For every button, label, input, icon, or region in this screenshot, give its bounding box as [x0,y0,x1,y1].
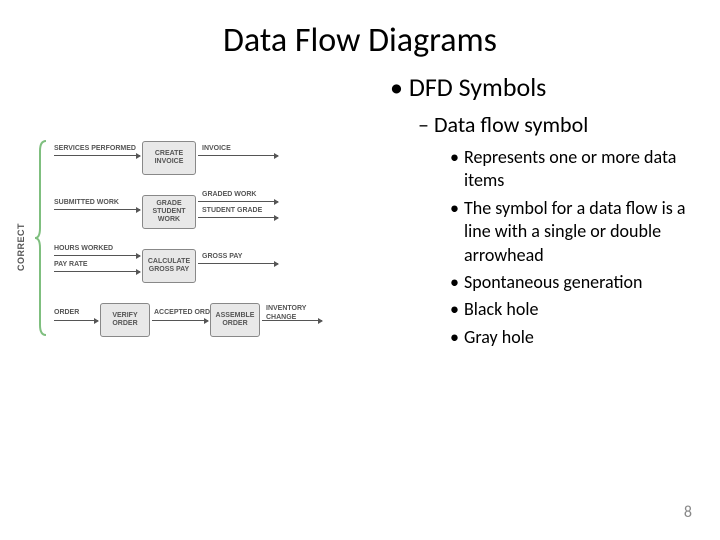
flow-label: GROSS PAY [202,253,242,260]
arrow-icon [54,155,140,156]
h3-text: Data flow symbol [434,111,588,138]
flow-label: INVENTORY [266,305,306,312]
process-box: GRADE STUDENT WORK [142,195,196,229]
arrow-icon [198,155,278,156]
bracket-label: CORRECT [16,223,26,271]
flow-label: INVOICE [202,145,231,152]
flow-label: GRADED WORK [202,191,256,198]
bullet-item: Spontaneous generation [450,271,700,294]
heading-level-2: • DFD Symbols [390,71,700,103]
text-column: • DFD Symbols – Data flow symbol Represe… [380,71,700,353]
flow-label: ORDER [54,309,79,316]
arrow-icon [54,320,98,321]
bullet-item: Black hole [450,298,700,321]
flow-label: PAY RATE [54,261,88,268]
arrow-icon [262,320,322,321]
arrow-icon [198,217,278,218]
h2-text: DFD Symbols [409,71,547,103]
arrow-icon [54,271,140,272]
process-box: CALCULATE GROSS PAY [142,249,196,283]
flow-label: SERVICES PERFORMED [54,145,136,152]
process-box: ASSEMBLE ORDER [210,303,260,337]
flow-label: HOURS WORKED [54,245,113,252]
flow-label: STUDENT GRADE [202,207,262,214]
bullet-dash: – [418,111,429,138]
bullet-item: Gray hole [450,326,700,349]
arrow-icon [54,209,140,210]
diagram-column: CORRECTSERVICES PERFORMEDCREATE INVOICEI… [20,71,380,353]
bullet-dot: • [390,71,403,103]
content-area: CORRECT SERVICES PERFORMED CREATE INVOICE I… [0,61,720,353]
arrow-icon [198,263,278,264]
arrow-icon [198,201,278,202]
process-box: VERIFY ORDER [100,303,150,337]
heading-level-3: – Data flow symbol [418,111,700,138]
flow-label: SUBMITTED WORK [54,199,119,206]
slide-title: Data Flow Diagrams [0,0,720,61]
bullet-list: Represents one or more data itemsThe sym… [450,146,700,349]
bullet-item: Represents one or more data items [450,146,700,193]
page-number: 8 [684,503,692,522]
arrow-icon [152,320,208,321]
process-box: CREATE INVOICE [142,141,196,175]
bullet-item: The symbol for a data flow is a line wit… [450,197,700,267]
arrow-icon [54,255,140,256]
bracket-icon [34,139,48,337]
